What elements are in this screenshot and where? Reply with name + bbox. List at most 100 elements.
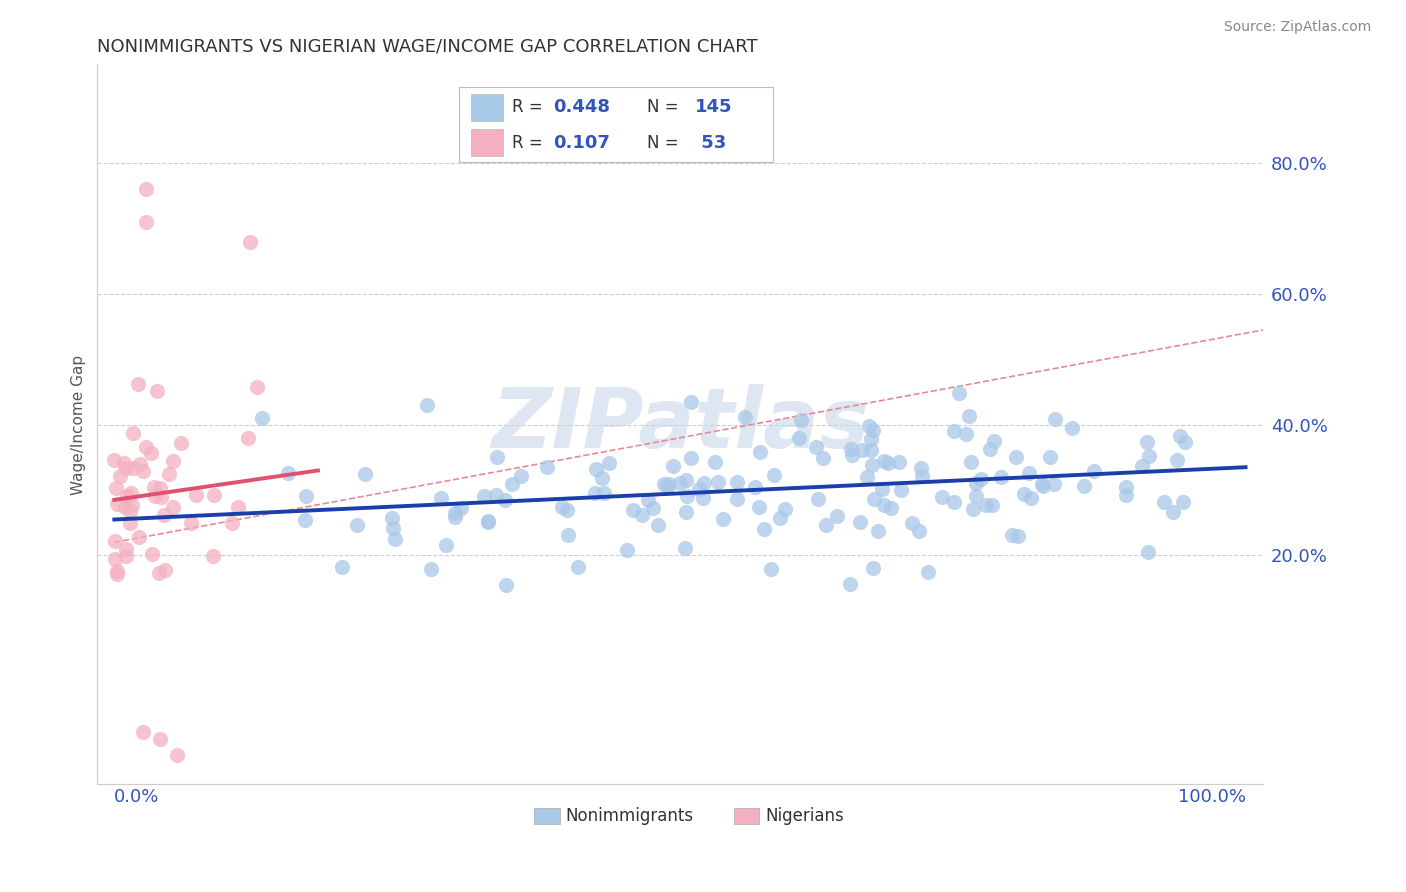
Point xyxy=(637,492,659,507)
Point xyxy=(346,517,368,532)
Point xyxy=(593,486,616,500)
Point xyxy=(773,501,796,516)
Point xyxy=(149,482,172,496)
Point xyxy=(1174,434,1197,449)
Point xyxy=(221,516,243,531)
Point xyxy=(121,461,143,475)
Point xyxy=(148,566,170,580)
Point xyxy=(143,489,166,503)
Point xyxy=(931,490,953,504)
Point xyxy=(148,731,170,746)
Point xyxy=(236,431,259,445)
Point xyxy=(631,508,654,522)
Point xyxy=(585,462,607,476)
Point xyxy=(128,531,150,545)
Point xyxy=(974,498,997,512)
Point xyxy=(621,503,644,517)
FancyBboxPatch shape xyxy=(734,808,759,824)
Point xyxy=(849,515,872,529)
Point xyxy=(592,471,614,485)
Point xyxy=(769,511,792,525)
Point xyxy=(1166,453,1188,467)
Point xyxy=(118,516,141,531)
Point xyxy=(889,455,911,469)
Point xyxy=(759,561,782,575)
Point xyxy=(1038,450,1060,464)
Point xyxy=(104,533,127,548)
Point xyxy=(943,424,966,438)
Text: Source: ZipAtlas.com: Source: ZipAtlas.com xyxy=(1223,20,1371,34)
Point xyxy=(494,493,516,508)
Point xyxy=(557,527,579,541)
Point xyxy=(381,510,404,524)
Point xyxy=(948,386,970,401)
Point xyxy=(115,542,138,557)
Point xyxy=(804,440,827,454)
Point xyxy=(980,498,1002,512)
Point xyxy=(1001,528,1024,542)
Point xyxy=(979,442,1001,457)
Point xyxy=(814,517,837,532)
Point xyxy=(908,524,931,538)
Point xyxy=(725,475,748,490)
Point xyxy=(121,498,143,512)
Point xyxy=(135,441,157,455)
Point xyxy=(703,455,725,469)
Point xyxy=(536,460,558,475)
Point xyxy=(416,398,439,412)
Y-axis label: Wage/Income Gap: Wage/Income Gap xyxy=(72,355,86,495)
Point xyxy=(598,456,620,470)
Point xyxy=(658,476,681,491)
Point xyxy=(162,500,184,515)
Point xyxy=(142,480,165,494)
Point xyxy=(901,516,924,530)
Point xyxy=(166,747,188,762)
Point xyxy=(510,469,533,483)
Point xyxy=(246,379,269,393)
Point xyxy=(839,577,862,591)
Point xyxy=(856,470,879,484)
Point xyxy=(157,467,180,482)
Point xyxy=(567,560,589,574)
Point xyxy=(675,504,697,518)
Point xyxy=(1012,487,1035,501)
Point xyxy=(135,215,157,229)
Point xyxy=(1137,449,1160,463)
Point xyxy=(139,446,162,460)
Point xyxy=(485,488,508,502)
Point xyxy=(169,436,191,450)
Point xyxy=(150,490,173,504)
Point xyxy=(104,481,127,495)
Point xyxy=(1136,545,1159,559)
Point xyxy=(748,500,770,515)
Point xyxy=(692,491,714,505)
Point xyxy=(295,489,318,503)
Point xyxy=(679,450,702,465)
Point xyxy=(643,500,665,515)
Point xyxy=(744,480,766,494)
Point xyxy=(583,486,606,500)
Point xyxy=(616,542,638,557)
Point xyxy=(107,565,129,579)
Text: 100.0%: 100.0% xyxy=(1178,788,1246,805)
Point xyxy=(112,456,135,470)
Point xyxy=(762,468,785,483)
Point xyxy=(145,384,167,398)
Point xyxy=(202,549,225,563)
Point xyxy=(419,561,441,575)
Point xyxy=(495,578,517,592)
Point xyxy=(877,456,900,470)
Point xyxy=(960,454,983,468)
Point xyxy=(863,492,886,507)
Point xyxy=(186,488,208,502)
Point xyxy=(1115,480,1137,494)
Point xyxy=(1043,412,1066,426)
Point xyxy=(787,431,810,445)
Point xyxy=(384,532,406,546)
Point xyxy=(131,464,153,478)
Point xyxy=(990,470,1012,484)
Point xyxy=(734,409,756,424)
Point xyxy=(965,489,987,503)
Point xyxy=(444,510,467,524)
Point xyxy=(748,445,770,459)
